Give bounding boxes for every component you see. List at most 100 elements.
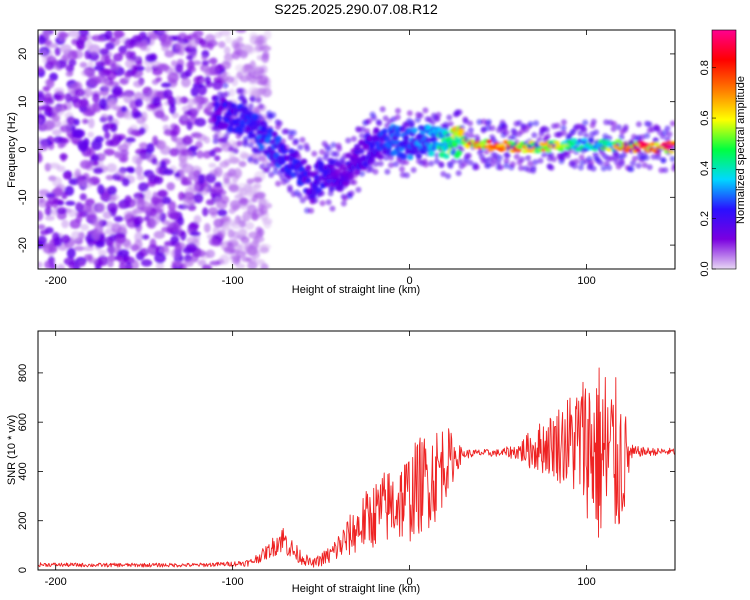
spectrogram-cell [141, 111, 148, 122]
snr-y-tick-label: 800 [17, 364, 29, 382]
spectrogram-cell [652, 137, 659, 144]
spectrogram-cell [248, 231, 260, 239]
spectrogram-cell [228, 145, 235, 152]
spectrogram-cell [669, 120, 675, 127]
spectrogram-cell [83, 254, 93, 262]
spectrogram-cell [38, 94, 46, 103]
spectrogram-cell [222, 82, 229, 89]
spectrogram-cell [308, 207, 315, 214]
spectrogram-cell [496, 154, 503, 161]
spectrogram-cell [157, 30, 170, 34]
spectrogram-cell [290, 129, 297, 136]
spectrogram-cell [193, 214, 202, 224]
spectrogram-cell [410, 166, 417, 173]
spectrogram-cell [573, 158, 580, 165]
spectrogram-cell [190, 165, 202, 176]
spectrogram-cell [204, 33, 216, 44]
spectrogram-cell [252, 238, 260, 249]
spectrogram-cell [443, 152, 450, 159]
spectrogram-cell [201, 55, 208, 61]
spectrogram-y-tick-label: 10 [17, 96, 29, 108]
spectrogram-cell [369, 111, 376, 118]
spectrogram-cell [88, 117, 95, 129]
snr-frame [37, 330, 676, 571]
spectrogram-cell [532, 159, 539, 166]
spectrogram-cell [232, 148, 239, 155]
spectrogram-cell [158, 62, 169, 70]
spectrogram-cell [238, 160, 247, 168]
spectrogram-cell [133, 215, 144, 225]
spectrogram-cell [458, 146, 465, 153]
spectrogram-cell [54, 46, 61, 56]
spectrogram-cell [490, 137, 497, 144]
spectrogram-cell [182, 135, 193, 146]
colorbar-tick-label: 0.0 [699, 261, 711, 276]
spectrogram-cell [354, 169, 361, 176]
spectrogram-cell [100, 113, 109, 123]
spectrogram-cell [57, 263, 66, 269]
spectrogram-cell [635, 121, 642, 128]
spectrogram-cell [519, 156, 526, 163]
spectrogram-cell [38, 117, 44, 124]
spectrogram-cell [186, 54, 194, 61]
spectrogram-cell [167, 72, 179, 84]
spectrogram-cell [239, 123, 246, 130]
spectrogram-cell [578, 154, 585, 161]
spectrogram-x-tick-label: 0 [407, 275, 413, 287]
spectrogram-cell [246, 186, 257, 197]
spectrogram-cell [247, 103, 254, 110]
spectrogram-cell [577, 164, 584, 171]
spectrogram-cell [299, 197, 306, 204]
spectrogram-cell [172, 224, 183, 235]
spectrogram-cell [79, 159, 92, 170]
spectrogram-cell [275, 135, 282, 142]
spectrogram-cell [68, 178, 80, 186]
spectrogram-cell [571, 163, 578, 170]
spectrogram-cell [235, 64, 246, 72]
spectrogram-cell [71, 128, 84, 139]
spectrogram-cell [442, 121, 449, 128]
spectrogram-cell [203, 222, 211, 233]
spectrogram-cell [646, 164, 653, 171]
chart-title: S225.2025.290.07.08.R12 [274, 1, 438, 17]
spectrogram-cell [209, 57, 218, 65]
snr-panel: -200 -100 0 100 0 200 400 600 800 Height of str… [6, 330, 676, 595]
spectrogram-cell [43, 92, 53, 102]
spectrogram-cell [258, 243, 269, 254]
spectrogram-cell [218, 229, 226, 238]
spectrogram-cell [336, 145, 343, 152]
spectrogram-cell [204, 76, 211, 85]
spectrogram-cell [417, 112, 424, 119]
spectrogram-cell [40, 139, 49, 150]
spectrogram-cell [108, 98, 118, 108]
spectrogram-cell [205, 249, 216, 259]
spectrogram-cell [51, 129, 62, 136]
spectrogram-cell [197, 103, 204, 110]
spectrogram-cell [167, 95, 174, 106]
spectrogram-cell [107, 254, 118, 262]
spectrogram-cell [317, 161, 325, 168]
spectrogram-cell [80, 69, 93, 77]
spectrogram-cell [154, 252, 166, 264]
spectrogram-cell [531, 132, 538, 139]
spectrogram-cell [106, 163, 117, 173]
spectrogram-cell [221, 75, 229, 82]
spectrogram-cell [192, 82, 204, 89]
spectrogram-cell [230, 102, 238, 109]
spectrogram-cell [664, 125, 671, 132]
spectrogram-cell [305, 164, 312, 171]
spectrogram-cell [247, 142, 254, 149]
spectrogram-cell [231, 39, 240, 50]
spectrogram-cell [174, 95, 184, 105]
spectrogram-cell [133, 111, 143, 118]
spectrogram-cell [106, 70, 117, 81]
spectrogram-cell [195, 141, 203, 149]
snr-x-tick-label: -100 [222, 576, 244, 588]
spectrogram-cell [208, 206, 219, 216]
spectrogram-cell [236, 243, 243, 254]
spectrogram-cell [73, 245, 85, 252]
spectrogram-cell [372, 161, 379, 168]
spectrogram-cell [403, 159, 410, 166]
spectrogram-cell [157, 190, 168, 198]
spectrogram-cell [66, 247, 76, 259]
